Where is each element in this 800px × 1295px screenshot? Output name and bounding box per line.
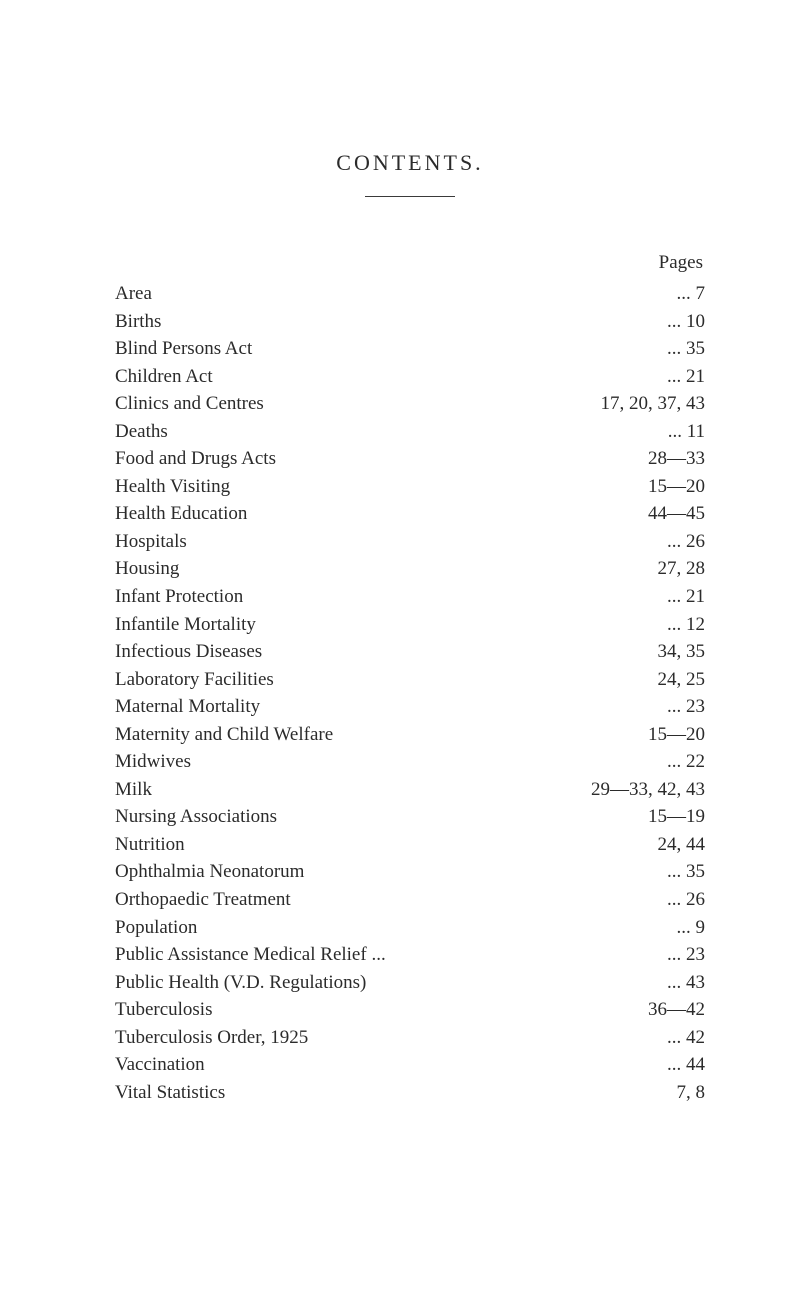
toc-entry-pages: ... 21 (659, 583, 705, 611)
toc-entry-pages: 7, 8 (669, 1079, 706, 1107)
toc-entry-pages: ... 7 (669, 280, 706, 308)
toc-entry-pages: ... 44 (659, 1051, 705, 1079)
toc-entry-pages: 24, 25 (650, 666, 706, 694)
toc-row: Orthopaedic Treatment ... 26 (115, 886, 705, 914)
toc-entry-pages: ... 22 (659, 748, 705, 776)
toc-row: Tuberculosis Order, 1925 ... 42 (115, 1024, 705, 1052)
toc-row: Nursing Associations 15—19 (115, 803, 705, 831)
toc-entry-label: Children Act (115, 363, 213, 391)
toc-entry-label: Nutrition (115, 831, 185, 859)
toc-entry-pages: 28—33 (640, 445, 705, 473)
toc-row: Tuberculosis 36—42 (115, 996, 705, 1024)
toc-entry-label: Maternal Mortality (115, 693, 260, 721)
toc-row: Children Act ... 21 (115, 363, 705, 391)
toc-row: Population ... 9 (115, 914, 705, 942)
toc-row: Deaths ... 11 (115, 418, 705, 446)
toc-entry-label: Hospitals (115, 528, 187, 556)
toc-entry-pages: 15—20 (640, 721, 705, 749)
contents-title: CONTENTS. (115, 150, 705, 176)
toc-row: Milk 29—33, 42, 43 (115, 776, 705, 804)
table-of-contents: Area ... 7 Births ... 10 Blind Persons Act..… (115, 280, 705, 1106)
title-rule (365, 196, 455, 197)
toc-entry-label: Infant Protection (115, 583, 243, 611)
toc-entry-pages: ... 9 (669, 914, 706, 942)
toc-entry-pages: 44—45 (640, 500, 705, 528)
toc-row: Food and Drugs Acts 28—33 (115, 445, 705, 473)
toc-row: Public Assistance Medical Relief ... ... … (115, 941, 705, 969)
toc-row: Health Visiting 15—20 (115, 473, 705, 501)
toc-entry-pages: ... 35 (659, 335, 705, 363)
toc-row: Infectious Diseases 34, 35 (115, 638, 705, 666)
toc-entry-pages: 15—20 (640, 473, 705, 501)
toc-entry-label: Births (115, 308, 161, 336)
toc-entry-label: Public Assistance Medical Relief ... (115, 941, 386, 969)
page: CONTENTS. Pages Area... 7Births... 10Bli… (0, 0, 800, 1166)
toc-entry-label: Nursing Associations (115, 803, 277, 831)
toc-entry-label: Food and Drugs Acts (115, 445, 276, 473)
toc-entry-label: Ophthalmia Neonatorum (115, 858, 304, 886)
toc-row: Maternal Mortality ... 23 (115, 693, 705, 721)
toc-row: Midwives ... 22 (115, 748, 705, 776)
toc-entry-pages: ... 35 (659, 858, 705, 886)
toc-entry-pages: 29—33, 42, 43 (583, 776, 705, 804)
toc-entry-pages: ... 10 (659, 308, 705, 336)
toc-entry-label: Milk (115, 776, 152, 804)
toc-entry-label: Health Visiting (115, 473, 230, 501)
toc-entry-label: Area (115, 280, 152, 308)
toc-entry-label: Midwives (115, 748, 191, 776)
toc-entry-label: Maternity and Child Welfare (115, 721, 333, 749)
toc-entry-pages: 15—19 (640, 803, 705, 831)
toc-entry-pages: ... 43 (659, 969, 705, 997)
toc-entry-label: Health Education (115, 500, 247, 528)
toc-entry-pages: ... 21 (659, 363, 705, 391)
toc-row: Maternity and Child Welfare 15—20 (115, 721, 705, 749)
toc-row: Hospitals ... 26 (115, 528, 705, 556)
toc-row: Blind Persons Act ... 35 (115, 335, 705, 363)
toc-entry-label: Laboratory Facilities (115, 666, 274, 694)
toc-row: Area ... 7 (115, 280, 705, 308)
toc-row: Ophthalmia Neonatorum ... 35 (115, 858, 705, 886)
toc-row: Vaccination ... 44 (115, 1051, 705, 1079)
toc-entry-label: Vital Statistics (115, 1079, 225, 1107)
toc-entry-pages: 34, 35 (650, 638, 706, 666)
toc-entry-label: Deaths (115, 418, 168, 446)
toc-row: Births ... 10 (115, 308, 705, 336)
toc-entry-pages: ... 12 (659, 611, 705, 639)
toc-entry-pages: ... 42 (659, 1024, 705, 1052)
toc-entry-label: Blind Persons Act (115, 335, 252, 363)
toc-entry-label: Clinics and Centres (115, 390, 264, 418)
toc-row: Nutrition 24, 44 (115, 831, 705, 859)
toc-entry-label: Vaccination (115, 1051, 205, 1079)
toc-row: Public Health (V.D. Regulations) ... 43 (115, 969, 705, 997)
toc-row: Vital Statistics 7, 8 (115, 1079, 705, 1107)
toc-entry-pages: 17, 20, 37, 43 (593, 390, 706, 418)
pages-column-header: Pages (115, 252, 705, 274)
toc-entry-pages: ... 26 (659, 886, 705, 914)
toc-entry-pages: ... 26 (659, 528, 705, 556)
toc-row: Infant Protection ... 21 (115, 583, 705, 611)
toc-entry-label: Housing (115, 555, 179, 583)
toc-row: Health Education 44—45 (115, 500, 705, 528)
toc-entry-label: Tuberculosis (115, 996, 212, 1024)
toc-row: Clinics and Centres 17, 20, 37, 43 (115, 390, 705, 418)
toc-entry-label: Tuberculosis Order, 1925 (115, 1024, 308, 1052)
toc-entry-pages: 36—42 (640, 996, 705, 1024)
toc-entry-pages: 27, 28 (650, 555, 706, 583)
toc-entry-label: Infectious Diseases (115, 638, 262, 666)
toc-entry-label: Orthopaedic Treatment (115, 886, 291, 914)
toc-entry-label: Public Health (V.D. Regulations) (115, 969, 366, 997)
toc-row: Housing 27, 28 (115, 555, 705, 583)
toc-entry-label: Population (115, 914, 197, 942)
toc-entry-pages: ... 23 (659, 941, 705, 969)
toc-entry-pages: ... 23 (659, 693, 705, 721)
toc-entry-label: Infantile Mortality (115, 611, 256, 639)
toc-entry-pages: 24, 44 (650, 831, 706, 859)
toc-row: Infantile Mortality ... 12 (115, 611, 705, 639)
toc-entry-pages: ... 11 (660, 418, 705, 446)
toc-row: Laboratory Facilities 24, 25 (115, 666, 705, 694)
